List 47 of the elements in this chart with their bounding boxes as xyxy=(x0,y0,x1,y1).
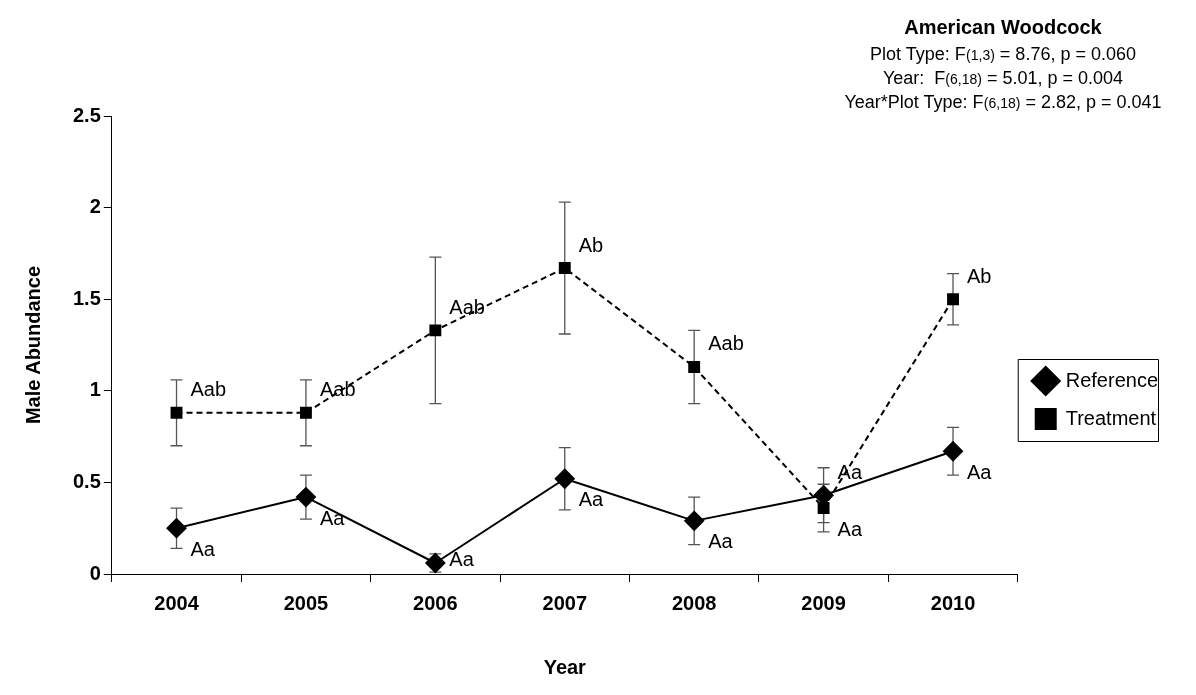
y-tick-label: 0 xyxy=(89,561,101,584)
point xyxy=(943,441,964,462)
x-tick-label: 2007 xyxy=(542,591,588,614)
y-tick-label: 1.5 xyxy=(72,286,101,309)
point xyxy=(947,293,959,306)
point xyxy=(299,406,312,419)
annotation: Aab xyxy=(190,378,227,401)
annotation: Aa xyxy=(578,488,605,511)
text: Year*Plot Type: F(6,18) = 2.82, p = 0.041 xyxy=(844,92,1162,112)
annotation: Aa xyxy=(708,530,734,553)
x-tick-label: 2008 xyxy=(671,591,717,614)
annotation: Aa xyxy=(190,537,216,560)
x-tick-label: 2005 xyxy=(283,591,329,614)
y-tick-label: 2.5 xyxy=(72,103,101,126)
annotation: Aa xyxy=(837,517,863,540)
point xyxy=(295,487,316,508)
annotation: Aab xyxy=(708,332,744,355)
annotation: Ab xyxy=(967,264,992,287)
point xyxy=(684,510,705,531)
x-tick-label: 2010 xyxy=(930,591,976,614)
annotation: Aa xyxy=(967,460,993,483)
y-tick-label: 0.5 xyxy=(72,469,101,492)
annotation: Aa xyxy=(837,460,863,483)
point xyxy=(429,324,442,337)
y-axis-title: Male Abundance xyxy=(21,265,44,425)
legend-label: Treatment xyxy=(1065,406,1157,429)
annotation: Aab xyxy=(449,295,485,318)
legend-label: Reference xyxy=(1065,368,1159,391)
text: Year: F(6,18) = 5.01, p = 0.004 xyxy=(882,68,1124,88)
text: Plot Type: F(1,3) = 8.76, p = 0.060 xyxy=(870,44,1136,64)
y-tick-label: 1 xyxy=(89,378,101,401)
annotation: Ab xyxy=(578,233,604,256)
y-tick-label: 2 xyxy=(89,195,101,218)
point xyxy=(170,406,183,419)
x-tick-label: 2004 xyxy=(154,591,200,614)
point xyxy=(558,262,571,275)
point xyxy=(166,518,187,539)
x-axis-title: Year xyxy=(543,655,587,678)
point xyxy=(554,468,575,489)
x-tick-label: 2009 xyxy=(801,591,846,614)
annotation: Aa xyxy=(449,547,475,570)
chart-title: American Woodcock xyxy=(904,16,1103,38)
annotation: Aab xyxy=(319,378,356,401)
annotation: Aa xyxy=(319,506,346,529)
point xyxy=(817,502,830,514)
x-tick-label: 2006 xyxy=(413,591,458,614)
point xyxy=(688,361,701,373)
